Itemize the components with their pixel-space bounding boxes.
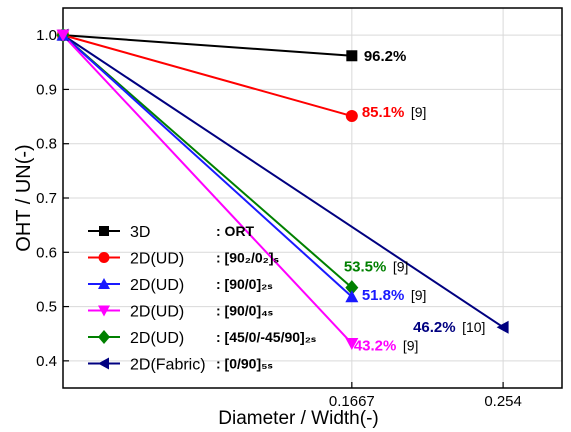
legend-entry-spec: : [90/0]₂ₛ [216, 276, 273, 292]
y-tick-label: 0.8 [36, 136, 57, 153]
data-point [345, 110, 358, 123]
legend-marker [98, 330, 110, 344]
legend-marker [98, 357, 109, 370]
data-point [496, 320, 509, 334]
series-line [62, 34, 353, 117]
legend-entry-spec: : ORT [216, 223, 255, 239]
series-line [62, 34, 353, 289]
y-tick-label: 0.7 [36, 190, 57, 207]
reference-label: [9] [411, 104, 427, 120]
x-tick-label: 0.1667 [329, 393, 375, 410]
y-tick-label: 0.9 [36, 81, 57, 98]
data-label: 85.1% [362, 104, 405, 121]
reference-label: [9] [393, 259, 409, 275]
data-point [346, 50, 358, 62]
y-tick-label: 0.5 [36, 299, 57, 316]
legend-marker [98, 252, 110, 263]
legend-marker [98, 278, 110, 289]
legend-entry-label: 3D [130, 224, 150, 241]
data-label: 43.2% [354, 337, 397, 354]
data-point [345, 337, 359, 350]
x-tick-label: 0.254 [484, 393, 522, 410]
legend-marker [99, 226, 109, 236]
data-point [345, 280, 359, 296]
y-tick-label: 0.4 [36, 353, 57, 370]
reference-label: [10] [462, 319, 485, 335]
reference-label: [9] [411, 287, 427, 303]
legend-entry-label: 2D(UD) [130, 277, 184, 294]
y-tick-label: 1.0 [36, 27, 57, 44]
series-line [62, 34, 504, 329]
series-line [62, 34, 353, 298]
data-label: 51.8% [362, 287, 405, 304]
legend-marker [98, 305, 110, 317]
data-point [56, 29, 70, 42]
y-tick-label: 0.6 [36, 244, 57, 261]
y-axis-title: OHT / UN(-) [13, 144, 35, 251]
legend-entry-label: 2D(UD) [130, 330, 184, 347]
data-label: 53.5% [344, 259, 387, 276]
reference-label: [9] [403, 337, 419, 353]
data-label: 46.2% [413, 319, 456, 336]
series-line [62, 34, 353, 345]
x-axis-title: Diameter / Width(-) [218, 408, 378, 429]
legend-entry-label: 2D(Fabric) [130, 357, 206, 374]
legend-entry-spec: : [0/90]₅ₛ [216, 356, 273, 372]
series-line [62, 34, 352, 57]
legend-entry-label: 2D(UD) [130, 304, 184, 321]
legend-entry-spec: : [90/0]₄ₛ [216, 303, 273, 319]
legend-entry-spec: : [90₂/0₂]ₛ [216, 250, 279, 266]
data-point [345, 290, 359, 303]
legend-entry-label: 2D(UD) [130, 251, 184, 268]
legend-entry-spec: : [45/0/-45/90]₂ₛ [216, 329, 316, 345]
data-label: 96.2% [364, 48, 407, 65]
